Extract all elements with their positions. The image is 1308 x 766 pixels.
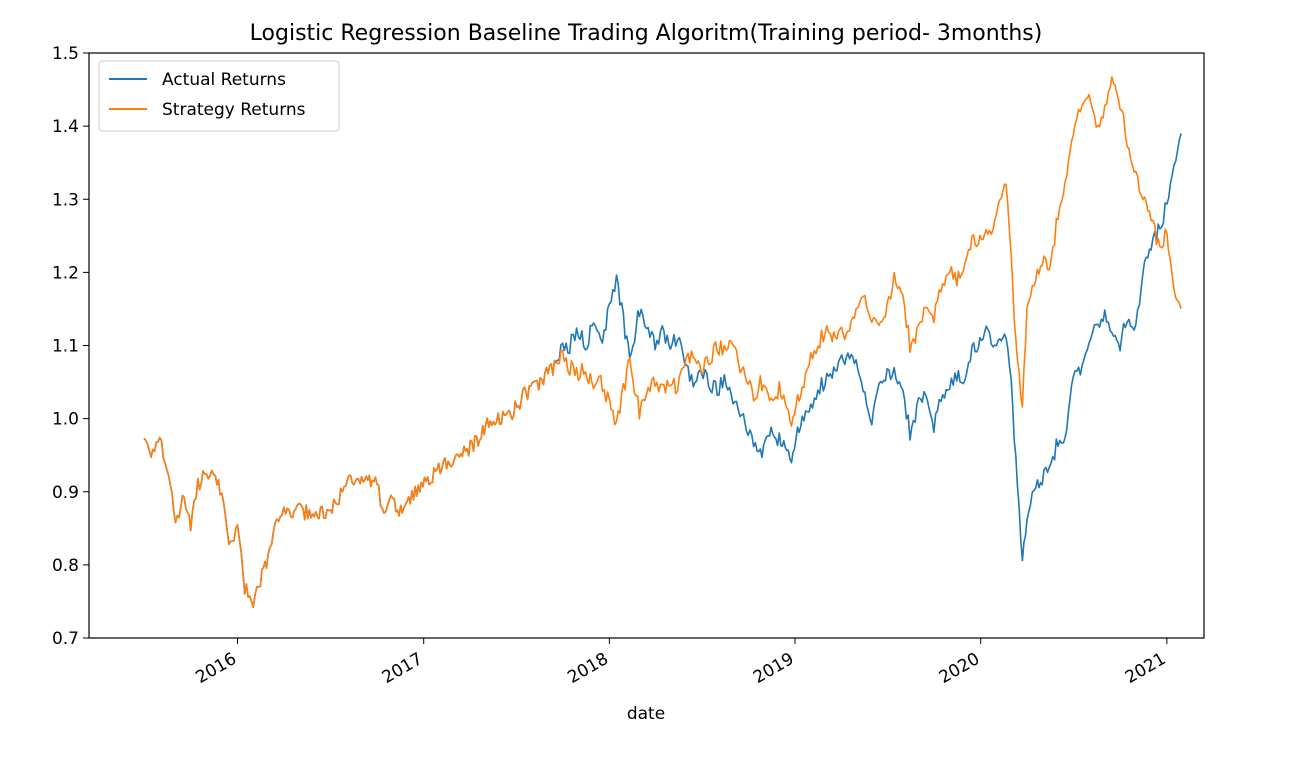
legend-label: Strategy Returns <box>162 100 306 120</box>
x-tick-label: 2020 <box>936 649 983 688</box>
series-line-actual-returns <box>143 133 1182 609</box>
plot-frame <box>88 52 1205 639</box>
x-tick-label: 2017 <box>379 649 426 688</box>
series-layer <box>143 76 1182 609</box>
y-tick-label: 1.1 <box>52 337 79 357</box>
y-tick-label: 1.3 <box>52 190 79 210</box>
y-axis: 0.7 0.8 0.9 1.0 1.1 1.2 1.3 1.4 1.5 <box>52 44 89 649</box>
y-tick-label: 1.4 <box>52 117 79 137</box>
x-axis-label: date <box>627 704 665 724</box>
y-tick-label: 1.0 <box>52 410 79 430</box>
y-tick-label: 1.5 <box>52 44 79 64</box>
chart-title: Logistic Regression Baseline Trading Alg… <box>250 21 1043 46</box>
legend-box <box>98 60 340 132</box>
x-tick-label: 2021 <box>1122 649 1169 688</box>
x-tick-label: 2018 <box>564 649 611 688</box>
x-tick-label: 2019 <box>750 649 797 688</box>
y-tick-label: 0.8 <box>52 556 79 576</box>
legend: Actual Returns Strategy Returns <box>98 60 340 132</box>
legend-label: Actual Returns <box>162 70 286 90</box>
y-tick-label: 0.7 <box>52 629 79 649</box>
series-line-strategy-returns <box>143 76 1182 609</box>
y-tick-label: 0.9 <box>52 483 79 503</box>
y-tick-label: 1.2 <box>52 263 79 283</box>
x-tick-label: 2016 <box>193 649 240 688</box>
x-axis: 2016 2017 2018 2019 2020 2021 <box>193 638 1169 688</box>
